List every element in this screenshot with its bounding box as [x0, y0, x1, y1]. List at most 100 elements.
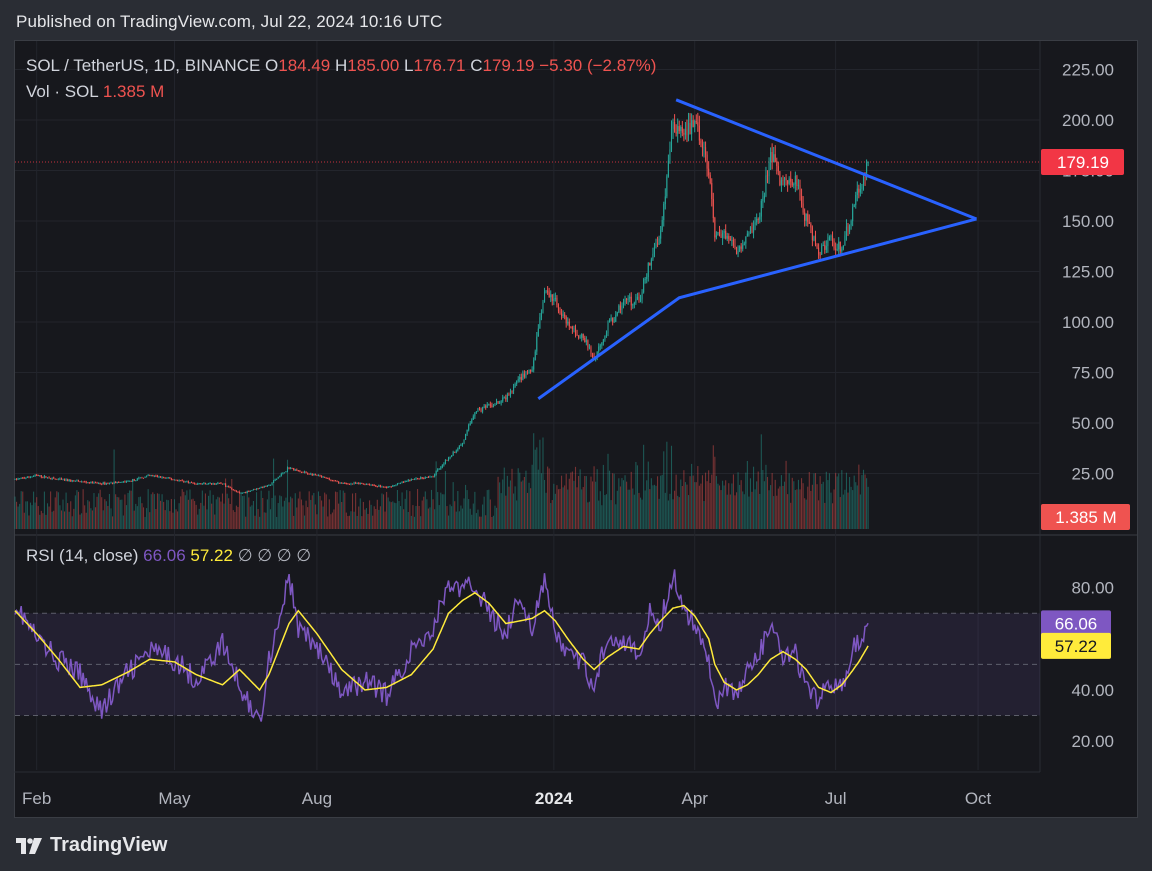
volume-bar: [105, 501, 107, 529]
volume-bar: [833, 489, 835, 529]
volume-bar: [825, 471, 827, 529]
candle-body: [655, 243, 657, 247]
time-tick-label: Apr: [681, 789, 708, 808]
candle-body: [276, 478, 278, 480]
volume-bar: [675, 474, 677, 529]
volume-bar: [421, 500, 423, 529]
candle-body: [780, 180, 782, 186]
candle-body: [472, 416, 474, 420]
candle-body: [734, 245, 736, 248]
candle-body: [339, 482, 341, 484]
volume-bar: [635, 461, 637, 529]
volume-bar: [797, 479, 800, 529]
time-tick-label: Oct: [965, 789, 992, 808]
candle-body: [765, 175, 767, 196]
volume-bar: [514, 486, 516, 529]
candle-body: [358, 482, 360, 484]
volume-bar: [434, 509, 436, 529]
volume-bar: [844, 489, 846, 529]
volume-bar: [382, 494, 385, 529]
candle-body: [554, 297, 556, 299]
volume-bar: [322, 506, 324, 529]
volume-bar: [468, 499, 470, 529]
volume-name: Vol · SOL: [26, 82, 103, 101]
volume-bar: [85, 512, 87, 529]
trendlines-layer: [537, 98, 978, 400]
volume-bar: [110, 508, 112, 529]
volume-bar: [796, 489, 798, 529]
volume-bar: [231, 478, 233, 529]
volume-bar: [773, 496, 775, 529]
volume-bar: [446, 506, 448, 529]
volume-bar: [511, 468, 513, 529]
volume-bar: [505, 495, 507, 529]
candle-body: [537, 328, 539, 337]
volume-bar: [706, 481, 708, 529]
candle-body: [443, 463, 445, 466]
candle-body: [567, 321, 569, 324]
volume-bar: [163, 501, 165, 529]
candle-body: [336, 481, 338, 483]
candle-body: [664, 196, 666, 204]
volume-bar: [749, 478, 752, 529]
candle-body: [16, 478, 18, 480]
candle-body: [40, 475, 42, 478]
volume-bar: [189, 489, 191, 529]
candle-body: [831, 236, 834, 242]
volume-bar: [646, 480, 648, 529]
volume-bar: [622, 480, 625, 529]
volume-bar: [650, 478, 652, 529]
candle-body: [282, 473, 284, 475]
volume-bar: [571, 471, 573, 529]
candle-body: [200, 483, 202, 485]
candle-body: [149, 475, 151, 477]
candle-body: [866, 162, 868, 178]
tradingview-logo[interactable]: TradingView: [16, 834, 167, 857]
candle-body: [483, 406, 485, 408]
volume-bar: [639, 497, 642, 529]
candle-body: [333, 480, 335, 482]
volume-bar: [127, 492, 129, 529]
volume-bar: [684, 482, 686, 529]
volume-bar: [341, 502, 343, 529]
candle-body: [471, 419, 473, 424]
volume-bar: [830, 492, 832, 529]
volume-bar: [596, 469, 598, 529]
volume-bar: [579, 469, 581, 529]
volume-bar: [582, 487, 584, 529]
candle-body: [307, 473, 309, 475]
candle-body: [396, 483, 398, 486]
rsi-value-badge-label: 66.06: [1055, 614, 1098, 633]
volume-bar: [355, 493, 357, 529]
volume-bar: [708, 470, 710, 529]
volume-bar: [430, 489, 433, 529]
volume-bar: [302, 505, 304, 529]
candle-body: [277, 477, 279, 479]
candle-body: [494, 403, 496, 406]
candle-body: [220, 482, 222, 484]
candle-body: [565, 316, 567, 324]
volume-bar: [361, 516, 363, 529]
candle-body: [599, 345, 601, 347]
candle-body: [384, 486, 386, 488]
volume-bar: [499, 482, 501, 529]
candle-body: [559, 311, 561, 314]
volume-bar: [243, 495, 245, 529]
volume-bar: [831, 503, 834, 529]
volume-bar: [303, 515, 306, 529]
candle-body: [269, 484, 272, 486]
volume-bar: [440, 492, 442, 529]
candle-body: [424, 477, 426, 479]
volume-bar: [726, 494, 728, 529]
volume-bar: [613, 473, 615, 529]
candle-body: [59, 478, 61, 480]
rsi-band-fill: [15, 613, 1040, 716]
candle-body: [540, 312, 542, 318]
volume-bar: [457, 491, 459, 529]
volume-bar: [424, 491, 426, 529]
rsi-tick-label: 80.00: [1071, 579, 1114, 598]
candle-body: [630, 296, 632, 306]
volume-bar: [856, 485, 858, 529]
candle-body: [139, 477, 141, 479]
